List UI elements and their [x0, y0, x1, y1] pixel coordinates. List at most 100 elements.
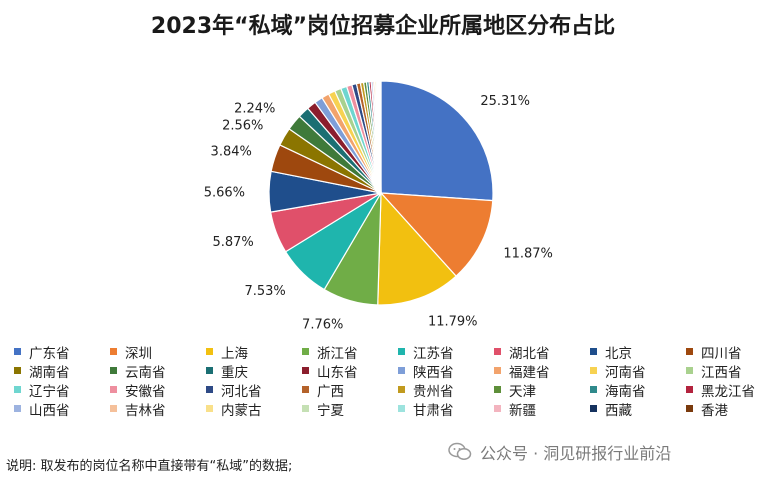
watermark-text: 公众号 · 洞见研报行业前沿	[480, 444, 672, 463]
legend-item: 四川省	[686, 342, 766, 362]
legend-label: 河南省	[605, 364, 646, 381]
legend-item: 深圳	[110, 342, 206, 362]
legend-item: 甘肃省	[398, 399, 494, 419]
legend-label: 浙江省	[317, 345, 358, 362]
legend-label: 安徽省	[125, 383, 166, 400]
slice-data-label: 2.24%	[234, 101, 275, 116]
wechat-icon	[448, 442, 472, 460]
slice-data-label: 11.87%	[503, 246, 553, 261]
legend-swatch	[14, 405, 21, 412]
legend-label: 云南省	[125, 364, 166, 381]
legend-label: 江苏省	[413, 345, 454, 362]
legend-item: 西藏	[590, 399, 686, 419]
legend-swatch	[14, 386, 21, 393]
legend-swatch	[206, 386, 213, 393]
legend-label: 内蒙古	[221, 402, 262, 419]
legend-label: 湖北省	[509, 345, 550, 362]
legend-swatch	[398, 405, 405, 412]
legend-label: 黑龙江省	[701, 383, 755, 400]
legend-swatch	[110, 348, 117, 355]
legend-label: 香港	[701, 402, 728, 419]
legend-item: 河北省	[206, 380, 302, 400]
legend-label: 宁夏	[317, 402, 344, 419]
legend-swatch	[302, 367, 309, 374]
legend-item: 湖南省	[14, 361, 110, 381]
legend-label: 贵州省	[413, 383, 454, 400]
footer-note: 说明: 取发布的岗位名称中直接带有“私域”的数据;	[6, 459, 293, 474]
legend-swatch	[494, 405, 501, 412]
legend-item: 广西	[302, 380, 398, 400]
legend-label: 海南省	[605, 383, 646, 400]
legend-item: 海南省	[590, 380, 686, 400]
legend-swatch	[494, 367, 501, 374]
legend-item: 内蒙古	[206, 399, 302, 419]
legend-label: 陕西省	[413, 364, 454, 381]
legend-item: 江苏省	[398, 342, 494, 362]
legend-swatch	[14, 348, 21, 355]
legend-item: 黑龙江省	[686, 380, 766, 400]
legend-item: 上海	[206, 342, 302, 362]
legend-item: 广东省	[14, 342, 110, 362]
legend-swatch	[494, 348, 501, 355]
legend-label: 四川省	[701, 345, 742, 362]
pie-chart: 25.31% 11.87% 11.79% 7.76% 7.53% 5.87% 5.66% 3.…	[204, 80, 553, 333]
watermark: 公众号 · 洞见研报行业前沿	[448, 440, 671, 464]
legend-label: 上海	[221, 345, 248, 362]
legend-item: 辽宁省	[14, 380, 110, 400]
legend-item: 湖北省	[494, 342, 590, 362]
legend-swatch	[398, 386, 405, 393]
legend-label: 辽宁省	[29, 383, 70, 400]
legend-swatch	[590, 405, 597, 412]
legend-swatch	[398, 367, 405, 374]
legend-label: 西藏	[605, 402, 632, 419]
legend-label: 深圳	[125, 345, 152, 362]
legend-swatch	[398, 348, 405, 355]
slice-data-label: 7.53%	[244, 284, 285, 299]
legend-item: 江西省	[686, 361, 766, 381]
legend-swatch	[590, 386, 597, 393]
legend-item: 安徽省	[110, 380, 206, 400]
legend-swatch	[302, 405, 309, 412]
legend-label: 山西省	[29, 402, 70, 419]
legend-item: 陕西省	[398, 361, 494, 381]
legend-label: 新疆	[509, 402, 536, 419]
legend-label: 重庆	[221, 364, 248, 381]
slice-data-label: 25.31%	[480, 94, 530, 109]
legend-swatch	[686, 367, 693, 374]
legend-item: 重庆	[206, 361, 302, 381]
legend-label: 江西省	[701, 364, 742, 381]
legend-label: 福建省	[509, 364, 550, 381]
legend-item: 贵州省	[398, 380, 494, 400]
pie-slice	[380, 80, 494, 202]
legend-item: 香港	[686, 399, 766, 419]
slice-data-label: 2.56%	[222, 119, 263, 134]
chart-title: 2023年“私域”岗位招募企业所属地区分布占比	[150, 14, 616, 39]
legend-label: 天津	[509, 383, 536, 400]
legend-swatch	[590, 348, 597, 355]
legend-row: 湖南省 云南省 重庆 山东省 陕西省 福建省 河南省 江西省	[14, 361, 754, 381]
legend-swatch	[686, 348, 693, 355]
legend-swatch	[302, 348, 309, 355]
legend-swatch	[686, 405, 693, 412]
legend-item: 新疆	[494, 399, 590, 419]
legend-item: 吉林省	[110, 399, 206, 419]
legend-row: 辽宁省 安徽省 河北省 广西 贵州省 天津 海南省 黑龙江省	[14, 380, 755, 400]
legend-label: 广东省	[29, 345, 70, 362]
slice-data-label: 11.79%	[428, 315, 478, 330]
legend-item: 山西省	[14, 399, 110, 419]
legend-swatch	[14, 367, 21, 374]
legend-swatch	[110, 386, 117, 393]
legend-item: 山东省	[302, 361, 398, 381]
legend-swatch	[206, 367, 213, 374]
legend-swatch	[494, 386, 501, 393]
legend-row: 山西省 吉林省 内蒙古 宁夏 甘肃省 新疆 西藏 香港	[14, 399, 754, 419]
legend-row: 广东省 深圳 上海 浙江省 江苏省 湖北省 北京 四川省	[14, 342, 754, 362]
legend-item: 宁夏	[302, 399, 398, 419]
legend-label: 广西	[317, 383, 344, 400]
legend-item: 河南省	[590, 361, 686, 381]
slice-data-label: 3.84%	[211, 144, 252, 159]
legend-swatch	[206, 348, 213, 355]
legend-label: 湖南省	[29, 364, 70, 381]
legend-swatch	[302, 386, 309, 393]
legend-item: 福建省	[494, 361, 590, 381]
